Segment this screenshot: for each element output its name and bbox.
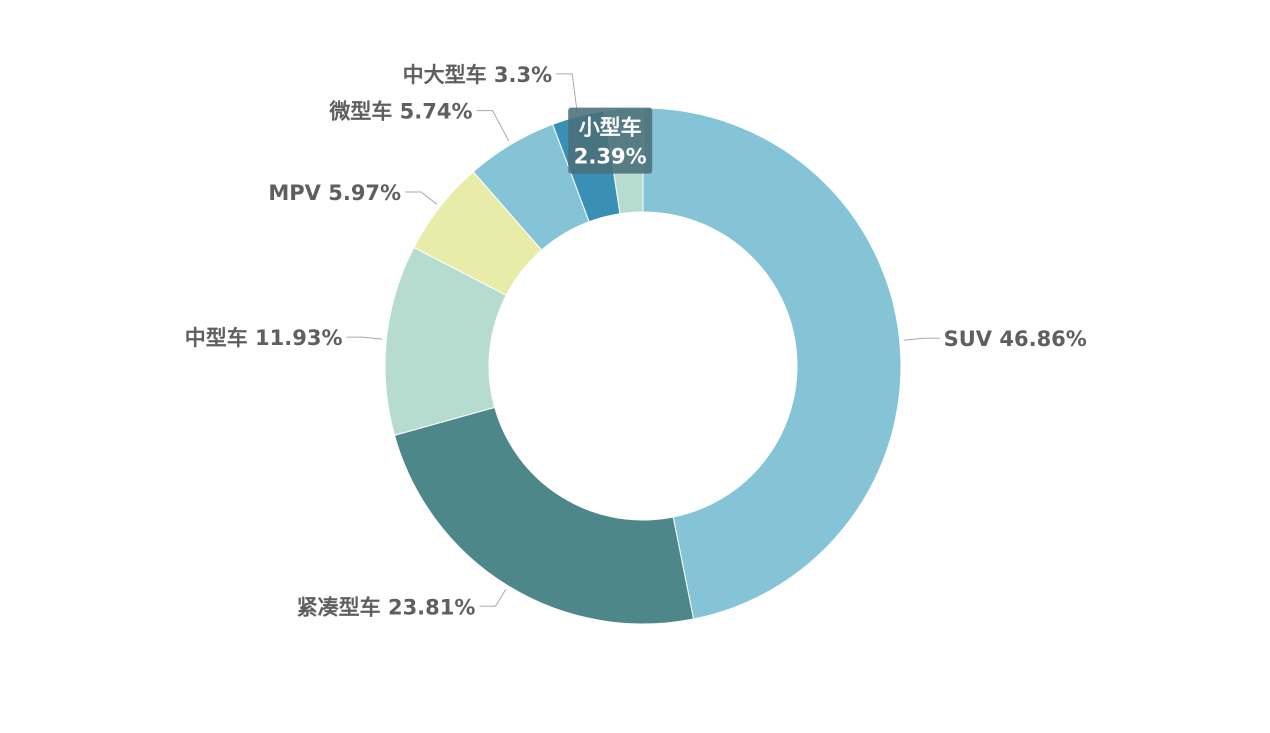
leader-line-category-2 bbox=[479, 589, 507, 607]
slice-suv[interactable] bbox=[642, 107, 902, 620]
slice-label-suv: SUV 46.86% bbox=[944, 327, 1087, 351]
slice-label-category-2: 紧凑型车 23.81% bbox=[297, 595, 476, 619]
leader-lines bbox=[346, 73, 940, 607]
slice-label-mpv: MPV 5.97% bbox=[268, 181, 401, 205]
leader-line-category-5 bbox=[476, 110, 510, 142]
leader-line-mpv bbox=[405, 191, 438, 205]
leader-line-category-6 bbox=[556, 73, 578, 113]
slice-label-category-3: 中型车 11.93% bbox=[185, 326, 343, 350]
slice-label-category-6: 中大型车 3.3% bbox=[403, 63, 553, 87]
leader-line-category-3 bbox=[346, 336, 383, 340]
slice-labels: SUV 46.86% 紧凑型车 23.81% 中型车 11.93% MPV 5.97%… bbox=[185, 63, 1087, 619]
tooltip-name: 小型车 bbox=[579, 116, 642, 140]
slice-label-category-5: 微型车 5.74% bbox=[328, 100, 472, 124]
slice-category-2[interactable] bbox=[393, 406, 695, 625]
slices-layer bbox=[384, 107, 902, 625]
leader-line-suv bbox=[903, 337, 940, 341]
tooltip-box bbox=[568, 107, 653, 174]
tooltip-value: 2.39% bbox=[574, 145, 647, 169]
tooltip: 小型车 2.39% bbox=[568, 107, 653, 174]
